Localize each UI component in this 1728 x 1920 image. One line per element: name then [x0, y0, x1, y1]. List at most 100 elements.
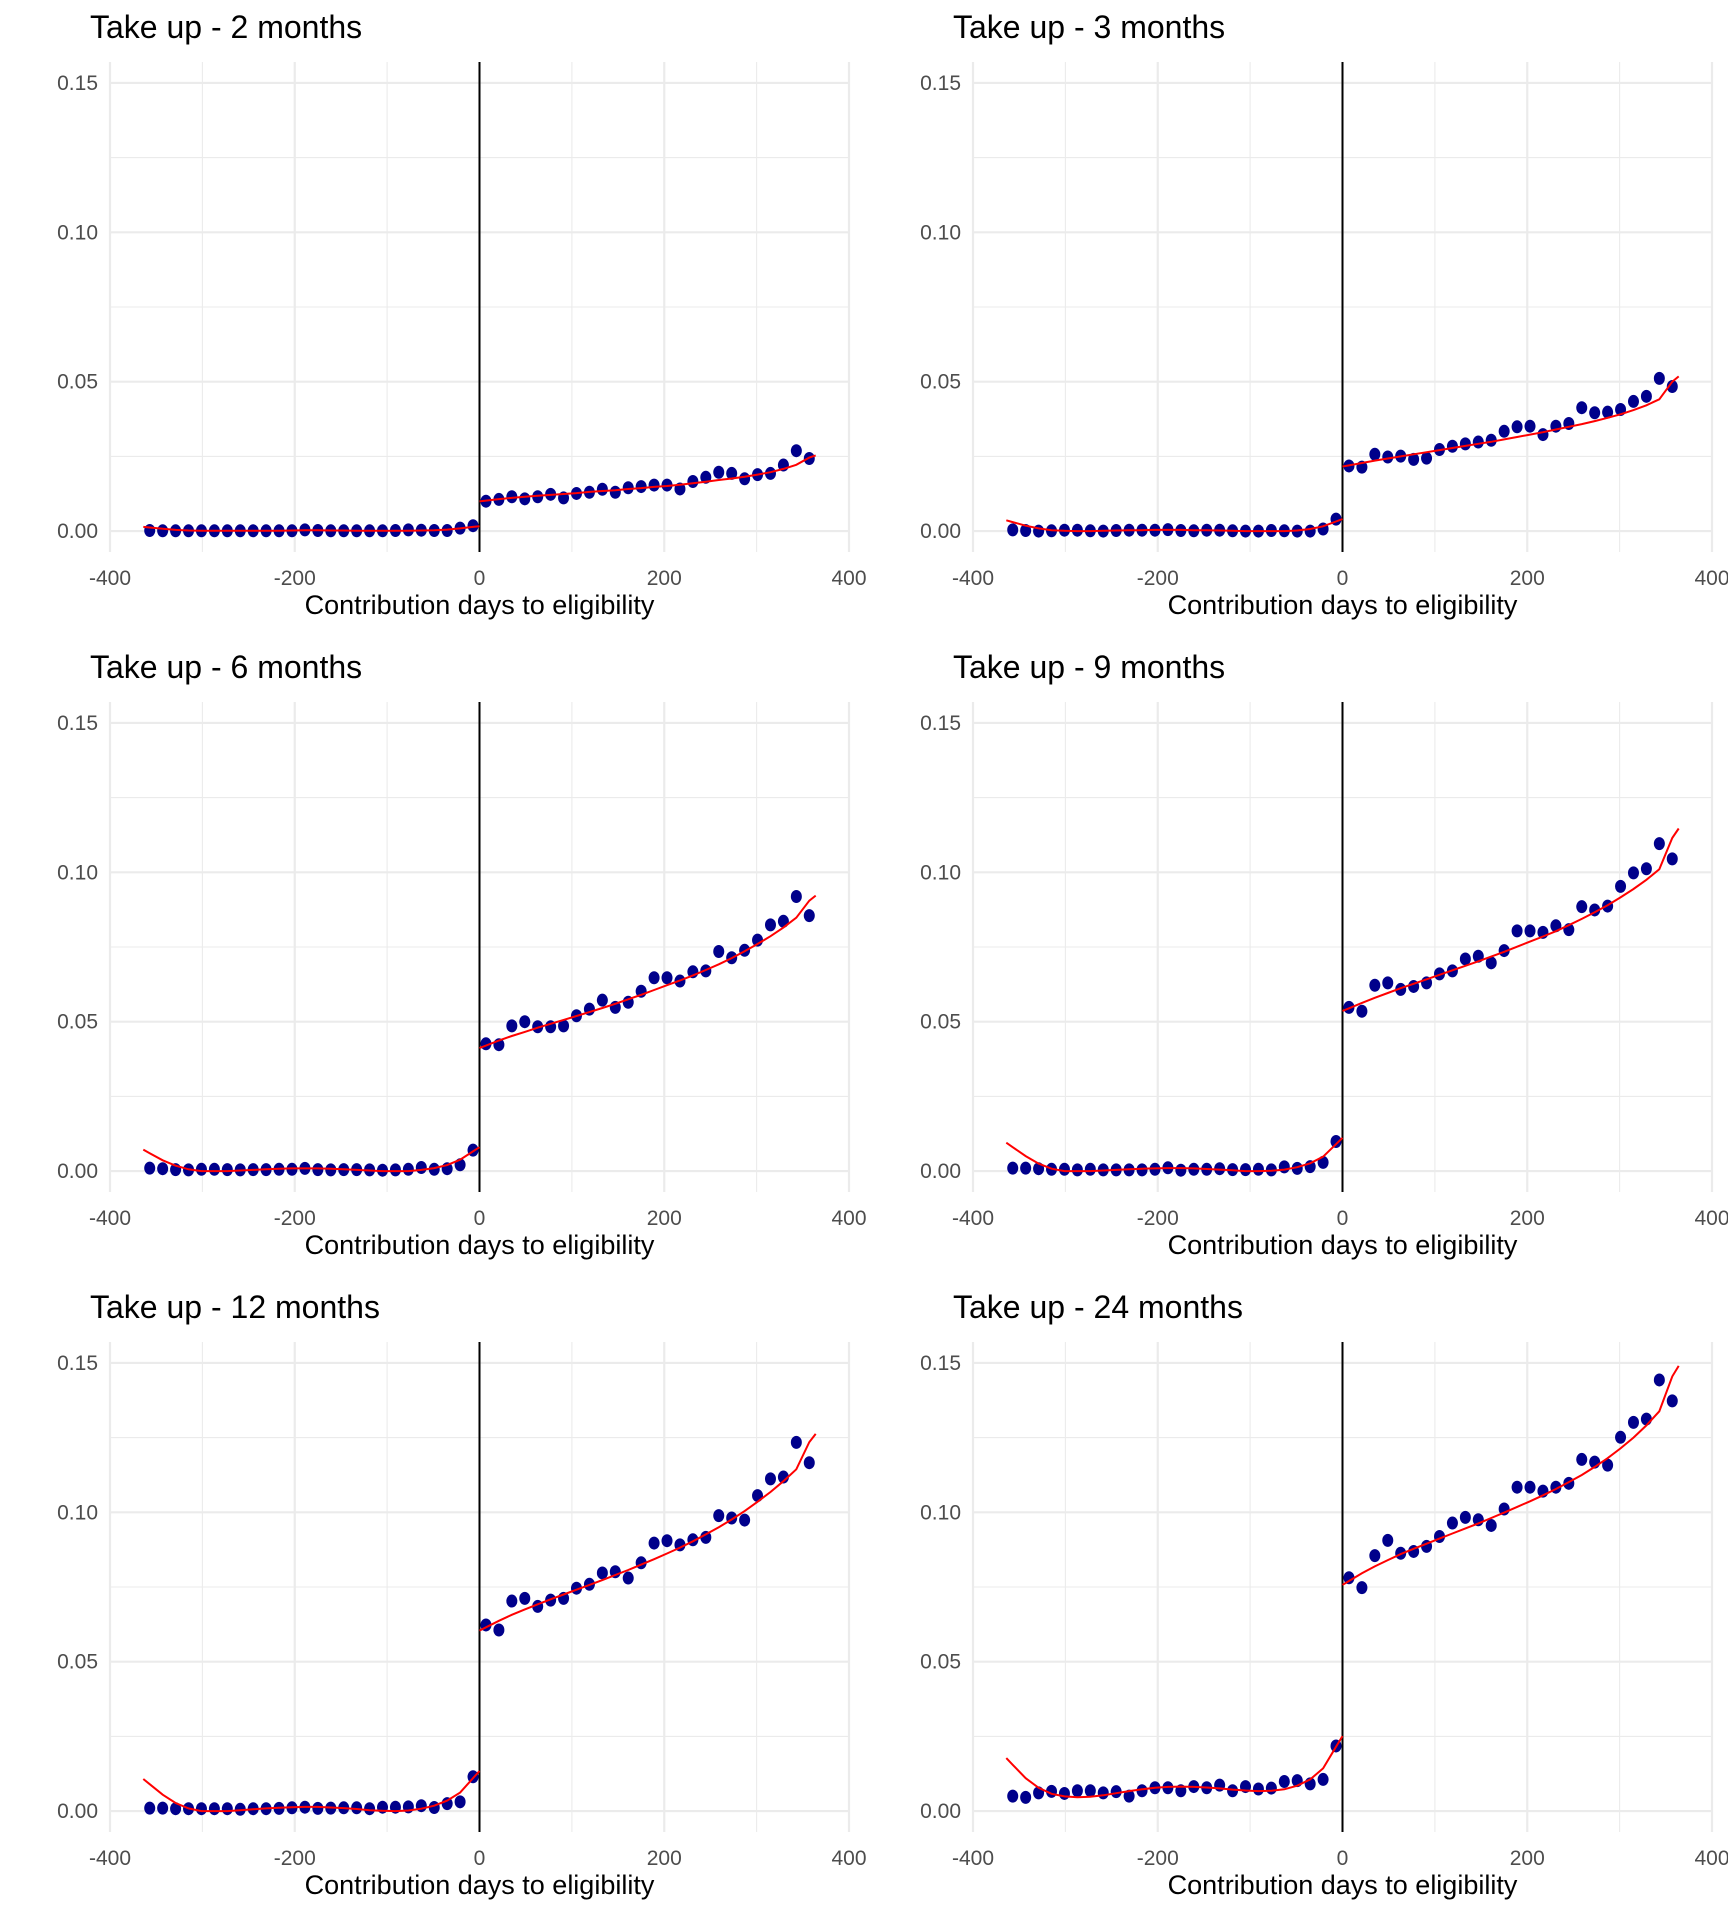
x-tick-label: 200 — [1510, 1207, 1545, 1230]
data-point-left — [1020, 1790, 1032, 1804]
data-point-left — [1007, 523, 1019, 537]
x-tick-label: 0 — [474, 1847, 486, 1870]
x-tick-label: 200 — [1510, 1847, 1545, 1870]
data-point-left — [441, 1797, 453, 1811]
y-tick-label: 0.05 — [920, 1011, 961, 1034]
data-point-left — [1252, 1782, 1264, 1796]
data-point-right — [1627, 394, 1639, 408]
data-point-right — [752, 1489, 764, 1503]
data-point-left — [1175, 1163, 1187, 1177]
data-point-right — [1485, 1518, 1497, 1532]
data-point-right — [1369, 447, 1381, 461]
data-point-right — [1653, 371, 1665, 385]
data-point-left — [1097, 1786, 1109, 1800]
data-point-right — [1459, 437, 1471, 451]
data-point-right — [790, 1435, 802, 1449]
data-point-right — [1446, 439, 1458, 453]
chart-title: Take up - 12 months — [90, 1289, 380, 1325]
fit-curve-left — [142, 1770, 481, 1813]
x-tick-label: 400 — [831, 567, 866, 590]
data-point-right — [803, 1456, 815, 1470]
data-point-left — [144, 1801, 156, 1815]
data-point-left — [1123, 1789, 1135, 1803]
data-point-right — [622, 481, 634, 495]
data-point-right — [1382, 976, 1394, 990]
x-tick-label: 400 — [1694, 567, 1728, 590]
data-point-right — [596, 1566, 608, 1580]
y-tick-label: 0.15 — [57, 1352, 98, 1375]
data-point-left — [1265, 1781, 1277, 1795]
data-point-right — [713, 465, 725, 479]
y-tick-label: 0.15 — [57, 72, 98, 95]
y-tick-label: 0.05 — [57, 1011, 98, 1034]
data-point-left — [402, 1162, 414, 1176]
data-point-right — [1395, 982, 1407, 996]
x-tick-label: -200 — [274, 1847, 316, 1870]
data-point-left — [1291, 1161, 1303, 1175]
data-point-right — [1459, 1510, 1471, 1524]
y-tick-label: 0.15 — [920, 1352, 961, 1375]
data-point-left — [195, 1802, 207, 1816]
fit-curve-left — [142, 1146, 481, 1173]
x-tick-label: -200 — [1137, 1847, 1179, 1870]
data-point-right — [790, 444, 802, 458]
y-tick-label: 0.00 — [920, 1160, 961, 1183]
x-tick-label: -200 — [274, 1207, 316, 1230]
data-point-right — [1537, 428, 1549, 442]
data-point-left — [351, 1801, 363, 1815]
chart-title: Take up - 3 months — [953, 9, 1225, 45]
fit-curve-left — [143, 525, 480, 532]
x-tick-label: -400 — [89, 1207, 131, 1230]
data-point-right — [493, 1623, 505, 1637]
data-point-left — [144, 1161, 156, 1175]
data-point-left — [157, 524, 169, 538]
data-point-left — [195, 1162, 207, 1176]
chart-panel-3: Take up - 6 months 0.00 0.05 0.10 0.15 -400 -2… — [57, 649, 866, 1260]
data-point-left — [208, 1162, 220, 1176]
data-point-right — [1524, 419, 1536, 433]
data-point-right — [1369, 978, 1381, 992]
data-point-right — [1666, 852, 1678, 866]
data-point-right — [1640, 862, 1652, 876]
data-point-right — [1485, 956, 1497, 970]
data-point-right — [764, 1472, 776, 1486]
data-point-left — [1058, 1162, 1070, 1176]
data-point-right — [1511, 1480, 1523, 1494]
y-tick-label: 0.00 — [57, 1800, 98, 1823]
chart-panel-4: Take up - 9 months 0.00 0.05 0.10 0.15 -400 -2… — [920, 649, 1728, 1260]
data-point-right — [661, 1534, 673, 1548]
x-axis-title: Contribution days to eligibility — [1168, 590, 1518, 620]
data-point-right — [609, 1565, 621, 1579]
fit-curve-right — [1342, 827, 1680, 1012]
data-point-right — [687, 474, 699, 488]
data-point-right — [1472, 435, 1484, 449]
y-tick-label: 0.05 — [920, 1651, 961, 1674]
data-point-left — [1058, 1786, 1070, 1800]
data-point-right — [1485, 433, 1497, 447]
x-tick-label: 400 — [831, 1847, 866, 1870]
x-tick-label: -400 — [952, 1207, 994, 1230]
x-axis-title: Contribution days to eligibility — [305, 1230, 655, 1260]
data-point-right — [648, 971, 660, 985]
data-point-right — [1627, 866, 1639, 880]
data-point-right — [1524, 1480, 1536, 1494]
data-point-right — [713, 1509, 725, 1523]
data-point-right — [506, 1594, 518, 1608]
data-point-right — [1524, 924, 1536, 938]
data-point-left — [415, 1161, 427, 1174]
data-point-left — [1317, 1772, 1329, 1786]
data-point-right — [1576, 900, 1588, 914]
data-point-right — [803, 909, 815, 923]
x-tick-label: 0 — [474, 1207, 486, 1230]
fit-curve-right — [479, 894, 817, 1050]
data-point-right — [1382, 1533, 1394, 1547]
x-tick-label: -200 — [1137, 567, 1179, 590]
data-point-right — [1615, 879, 1627, 893]
chart-panel-2: Take up - 3 months 0.00 0.05 0.10 0.15 -400 -2… — [920, 9, 1728, 620]
data-point-left — [1252, 1162, 1264, 1176]
fit-curve-left — [1005, 1137, 1344, 1173]
data-point-right — [739, 1513, 751, 1527]
data-point-left — [170, 1802, 182, 1816]
data-point-right — [506, 490, 518, 504]
chart-title: Take up - 2 months — [90, 9, 362, 45]
